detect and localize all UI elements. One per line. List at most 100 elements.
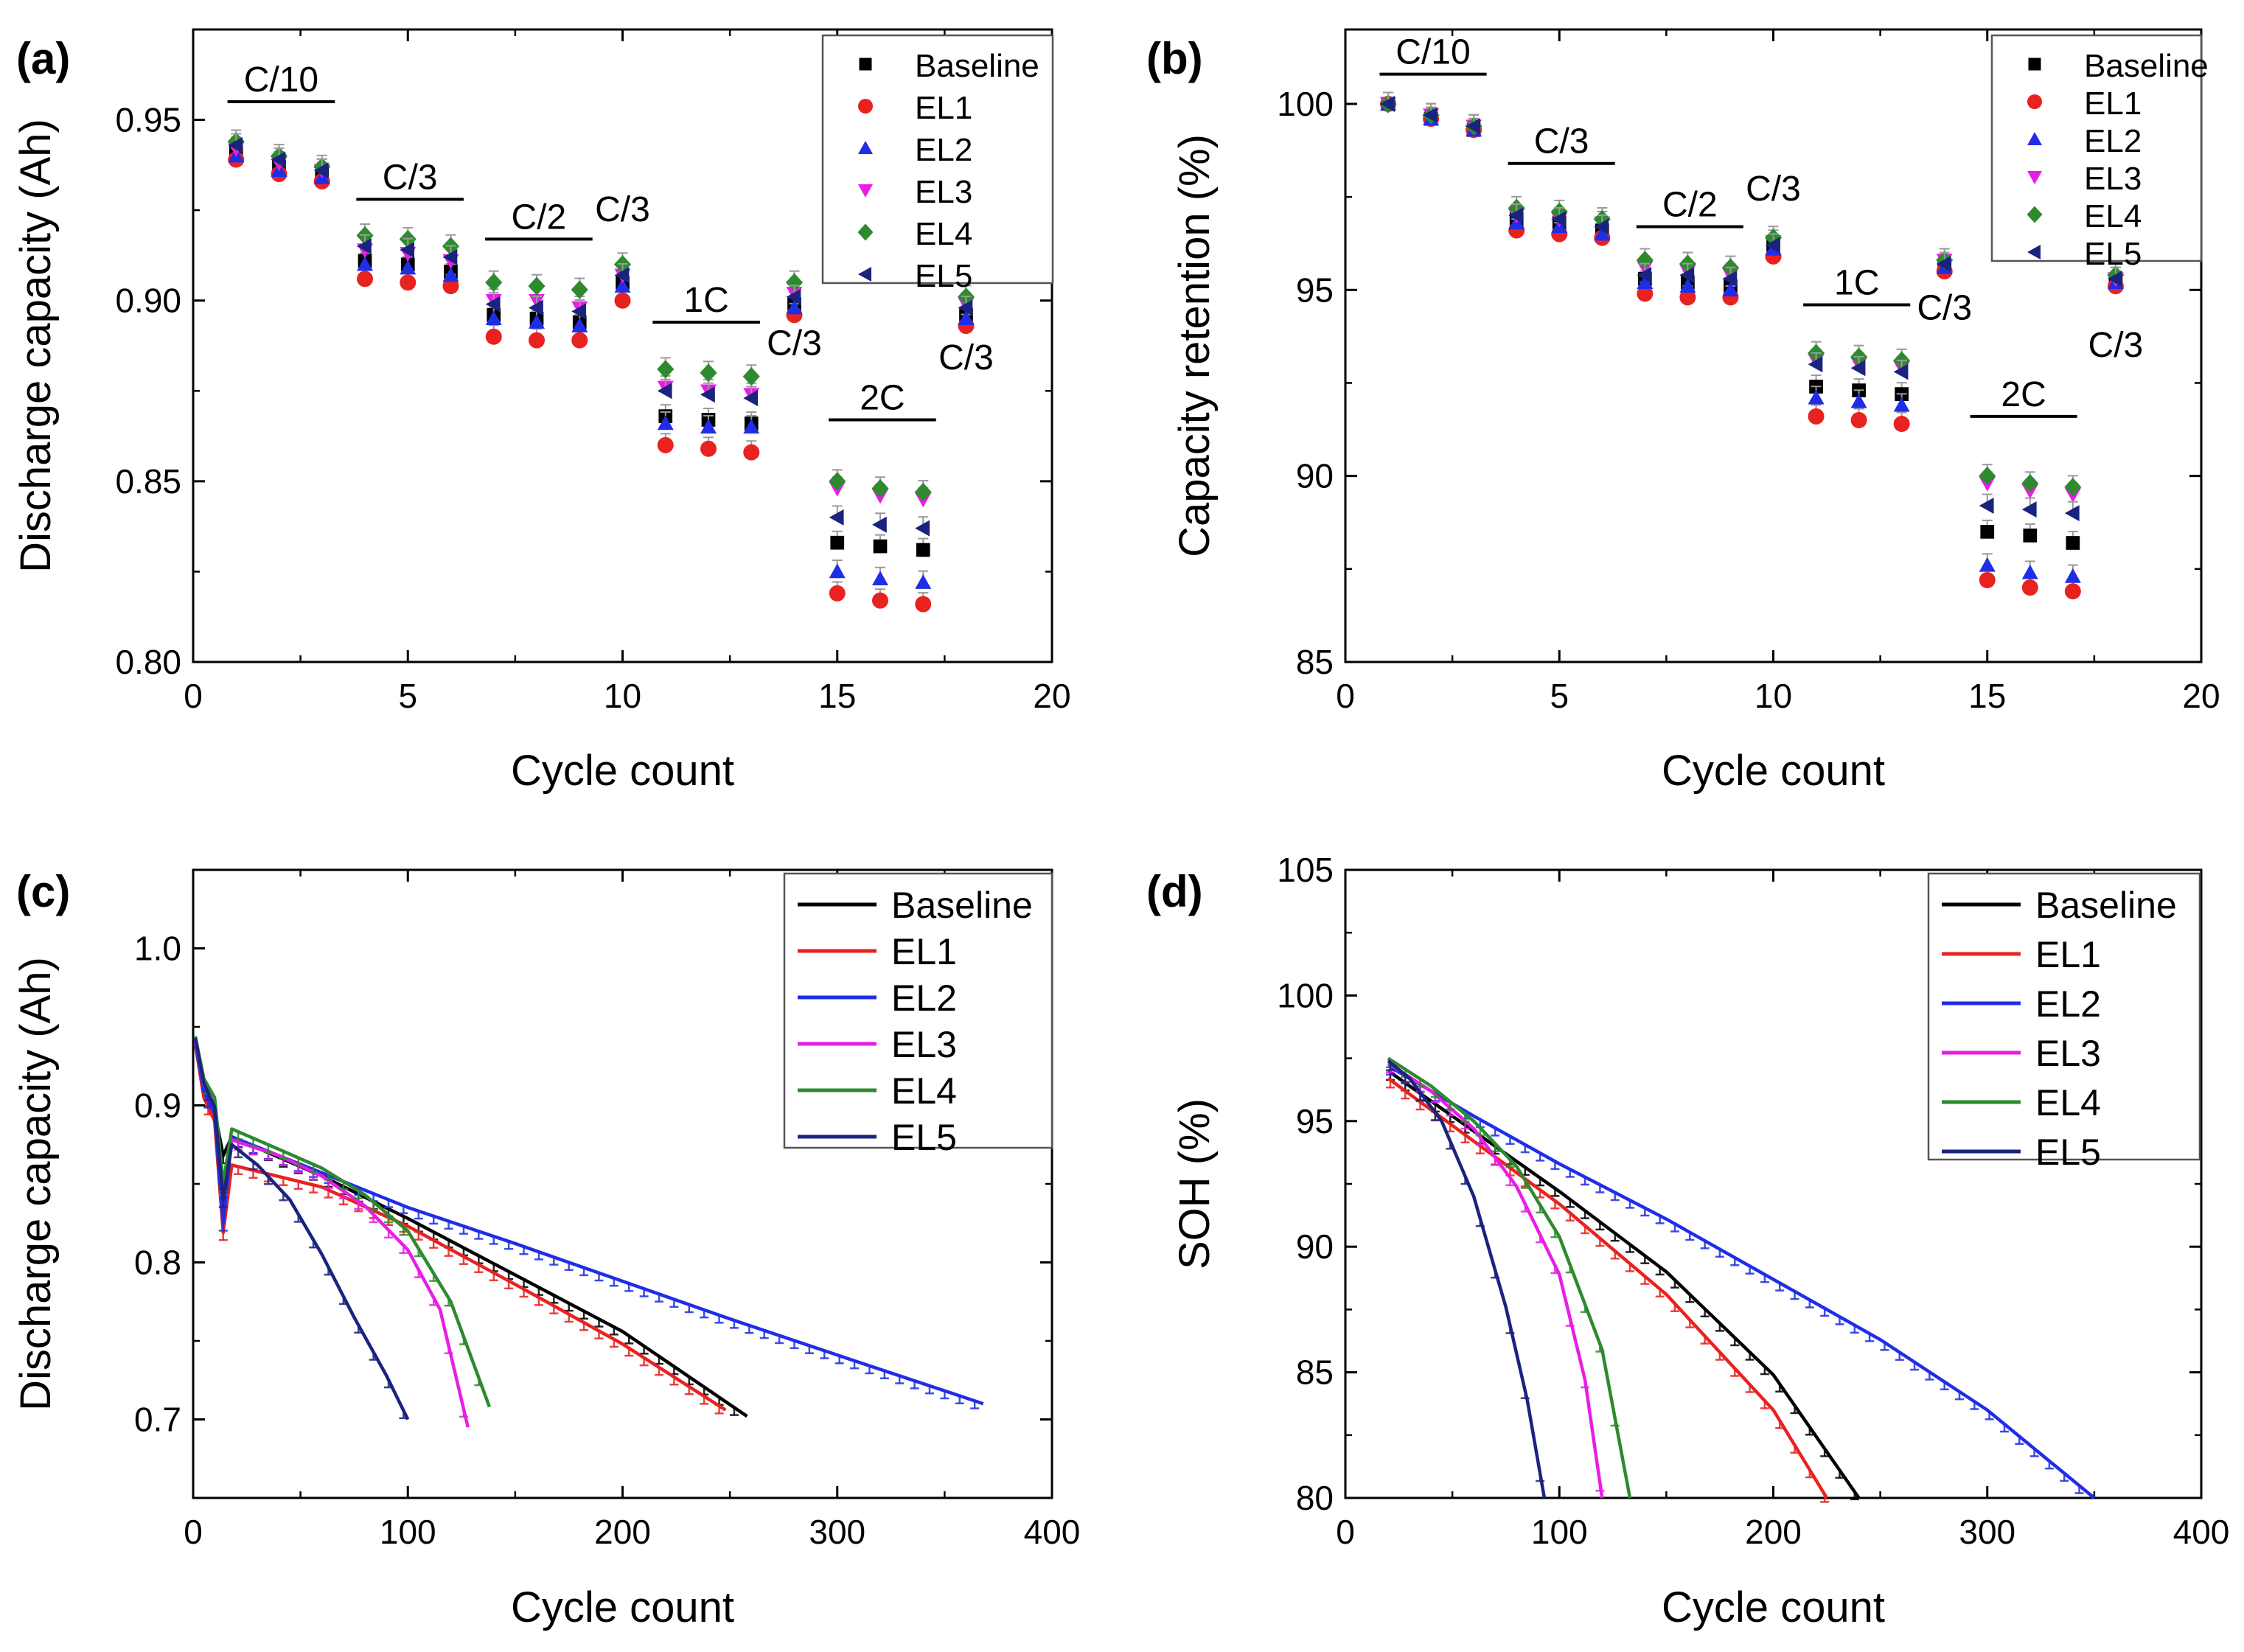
x-axis-label: Cycle count <box>511 1583 734 1631</box>
legend-label: Baseline <box>2035 885 2177 926</box>
legend-label: EL2 <box>891 977 957 1019</box>
data-point <box>571 332 588 349</box>
panel-label: (d) <box>1146 867 1203 916</box>
x-tick-label: 20 <box>2182 677 2220 715</box>
series-line <box>1387 1064 2096 1499</box>
x-axis-label: Cycle count <box>1662 1583 1885 1631</box>
rate-label: C/3 <box>383 158 438 197</box>
y-tick-label: 0.85 <box>115 462 181 501</box>
data-point <box>700 440 717 457</box>
x-tick-label: 100 <box>1531 1513 1588 1551</box>
data-point <box>1722 271 1738 287</box>
rate-label: C/3 <box>2088 326 2144 365</box>
y-tick-label: 90 <box>1296 1227 1334 1266</box>
data-point <box>1594 218 1609 235</box>
legend-label: Baseline <box>2084 48 2209 84</box>
diamond-icon <box>2027 206 2043 223</box>
legend-label: EL4 <box>891 1070 957 1112</box>
data-point <box>1893 415 1910 432</box>
y-tick-label: 0.7 <box>134 1401 181 1439</box>
chart-panel-c: (c) 0 100 200 300 400 0.7 0.8 0.9 1.0 Cycle count D… <box>12 867 1080 1631</box>
data-point <box>1637 267 1652 284</box>
data-point <box>958 310 975 326</box>
data-point <box>1850 411 1867 428</box>
circle-icon <box>2027 94 2042 109</box>
data-point <box>1893 397 1910 412</box>
data-point <box>1850 393 1867 408</box>
legend-label: EL5 <box>891 1117 957 1158</box>
data-point <box>786 288 801 305</box>
legend-box <box>1927 872 2201 1161</box>
legend-label: EL3 <box>2035 1033 2101 1074</box>
data-point <box>1722 282 1739 297</box>
series-el2 <box>193 1042 984 1409</box>
y-axis-label: Capacity retention (%) <box>1171 134 1219 557</box>
data-point <box>1380 95 1395 112</box>
data-point <box>2021 474 2039 493</box>
data-point <box>1637 285 1654 302</box>
data-point <box>2064 478 2082 497</box>
data-point <box>1980 525 1995 539</box>
legend-label: EL5 <box>915 258 972 294</box>
data-point <box>485 296 501 313</box>
data-point <box>872 571 888 586</box>
data-point <box>571 318 588 332</box>
data-point <box>442 267 459 282</box>
series-el4 <box>193 1036 492 1408</box>
data-point <box>657 383 672 400</box>
data-point <box>1679 289 1696 306</box>
x-axis-label: Cycle count <box>1662 747 1885 795</box>
data-point <box>1979 571 1996 588</box>
triangle-up-icon <box>858 141 873 154</box>
series-el1 <box>228 147 975 613</box>
rate-label: C/10 <box>244 60 318 100</box>
y-tick-label: 0.95 <box>115 101 181 139</box>
data-point <box>958 299 973 316</box>
data-point <box>830 535 845 550</box>
data-point <box>743 444 760 461</box>
rate-label: C/3 <box>595 190 650 229</box>
rate-label: C/3 <box>767 324 822 363</box>
data-point <box>228 136 243 153</box>
series-line <box>193 1037 410 1421</box>
y-axis-label: Discharge capacity (Ah) <box>12 957 60 1411</box>
legend-label: EL1 <box>2084 86 2142 122</box>
panel-label: (c) <box>16 867 70 916</box>
legend-label: EL2 <box>915 132 972 168</box>
rate-label: C/3 <box>1917 289 1972 328</box>
rate-label: C/3 <box>938 338 994 377</box>
legend-label: EL2 <box>2035 983 2101 1025</box>
series-line <box>1387 1069 1861 1499</box>
data-point <box>571 280 588 299</box>
x-tick-label: 300 <box>1959 1513 2015 1551</box>
data-point <box>873 539 888 554</box>
data-point <box>829 563 846 579</box>
data-point <box>442 248 458 265</box>
x-tick-label: 10 <box>604 677 641 715</box>
y-tick-label: 90 <box>1296 457 1334 495</box>
data-point <box>1551 211 1567 228</box>
data-point <box>1808 408 1825 425</box>
data-point <box>872 592 888 609</box>
x-tick-label: 400 <box>1024 1513 1081 1551</box>
triangle-up-icon <box>2027 132 2042 145</box>
x-axis-label: Cycle count <box>511 747 734 795</box>
data-point <box>1679 267 1695 284</box>
legend-box <box>1990 34 2203 262</box>
data-point <box>1637 274 1654 289</box>
data-point <box>571 303 587 320</box>
data-point <box>742 367 760 386</box>
rate-label: C/3 <box>1746 170 1801 209</box>
data-point <box>1594 226 1611 241</box>
legend-label: EL4 <box>2084 198 2142 234</box>
data-point <box>485 310 502 326</box>
circle-icon <box>858 99 873 114</box>
y-tick-label: 100 <box>1277 85 1334 123</box>
data-point <box>2064 568 2081 583</box>
y-tick-label: 85 <box>1296 1353 1334 1392</box>
y-tick-label: 0.80 <box>115 643 181 681</box>
